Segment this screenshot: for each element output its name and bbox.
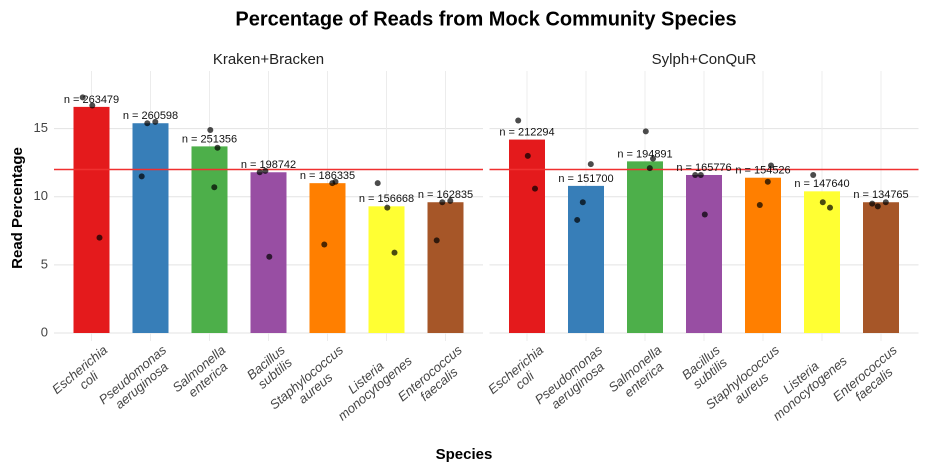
- sample-point: [447, 197, 454, 204]
- count-label: n = 194891: [617, 148, 672, 160]
- bar: [627, 161, 663, 333]
- bar: [132, 123, 169, 334]
- bar: [73, 106, 110, 334]
- sample-point: [439, 199, 446, 206]
- bar: [568, 185, 604, 333]
- sample-point: [207, 127, 214, 134]
- count-label: n = 212294: [499, 126, 554, 138]
- count-label: n = 147640: [794, 178, 849, 190]
- count-label: n = 186335: [300, 170, 355, 182]
- y-axis-label: Read Percentage: [9, 147, 26, 269]
- chart-title: Percentage of Reads from Mock Community …: [235, 8, 736, 30]
- sample-point: [329, 180, 336, 187]
- count-label: n = 154526: [735, 165, 790, 177]
- sample-point: [266, 253, 273, 260]
- count-label: n = 260598: [123, 110, 178, 122]
- count-label: n = 156668: [359, 193, 414, 205]
- sample-point: [89, 102, 96, 109]
- sample-point: [256, 169, 263, 176]
- count-label: n = 263479: [64, 94, 119, 106]
- sample-point: [650, 155, 656, 162]
- sample-point: [882, 199, 889, 206]
- sample-point: [515, 117, 522, 124]
- sample-point: [138, 173, 145, 180]
- bar: [745, 177, 781, 333]
- count-label: n = 134765: [853, 189, 908, 201]
- sample-point: [96, 234, 103, 241]
- sample-point: [827, 204, 833, 211]
- bar: [250, 172, 287, 333]
- sample-point: [574, 216, 581, 223]
- sample-point: [587, 161, 594, 168]
- sample-point: [810, 171, 817, 178]
- y-tick-label: 15: [34, 120, 48, 135]
- bar: [509, 139, 545, 333]
- bar: [804, 191, 840, 333]
- sample-point: [524, 152, 531, 159]
- sample-point: [79, 94, 86, 101]
- panel-title: Kraken+Bracken: [213, 51, 324, 68]
- count-label: n = 165776: [676, 162, 731, 174]
- sample-point: [764, 178, 771, 185]
- sample-point: [701, 211, 708, 218]
- count-label: n = 151700: [558, 173, 613, 185]
- sample-point: [869, 200, 876, 207]
- sample-point: [642, 128, 649, 135]
- bar: [368, 206, 405, 333]
- sample-point: [768, 162, 774, 169]
- x-axis-label: Species: [436, 446, 493, 463]
- bar: [309, 183, 346, 333]
- sample-point: [144, 120, 151, 127]
- sample-point: [756, 201, 763, 208]
- sample-point: [374, 180, 381, 187]
- sample-point: [579, 199, 586, 206]
- sample-point: [391, 249, 398, 256]
- sample-point: [697, 171, 704, 178]
- sample-point: [692, 171, 699, 178]
- y-tick-label: 0: [41, 324, 48, 339]
- bar: [686, 174, 722, 333]
- sample-point: [874, 203, 881, 210]
- sample-point: [433, 237, 440, 244]
- count-label: n = 251356: [182, 133, 237, 145]
- y-tick-label: 10: [34, 188, 48, 203]
- sample-point: [532, 185, 538, 192]
- count-label: n = 162835: [418, 189, 473, 201]
- sample-point: [214, 144, 221, 151]
- sample-point: [384, 204, 391, 211]
- y-tick-label: 5: [41, 256, 48, 271]
- bar: [863, 202, 899, 333]
- count-label: n = 198742: [241, 159, 296, 171]
- sample-point: [211, 184, 218, 191]
- bar: [427, 202, 464, 333]
- sample-point: [152, 118, 159, 125]
- bar: [191, 146, 228, 333]
- sample-point: [262, 167, 269, 174]
- sample-point: [321, 241, 328, 248]
- panel-title: Sylph+ConQuR: [652, 51, 757, 68]
- sample-point: [819, 199, 826, 206]
- sample-point: [646, 165, 653, 172]
